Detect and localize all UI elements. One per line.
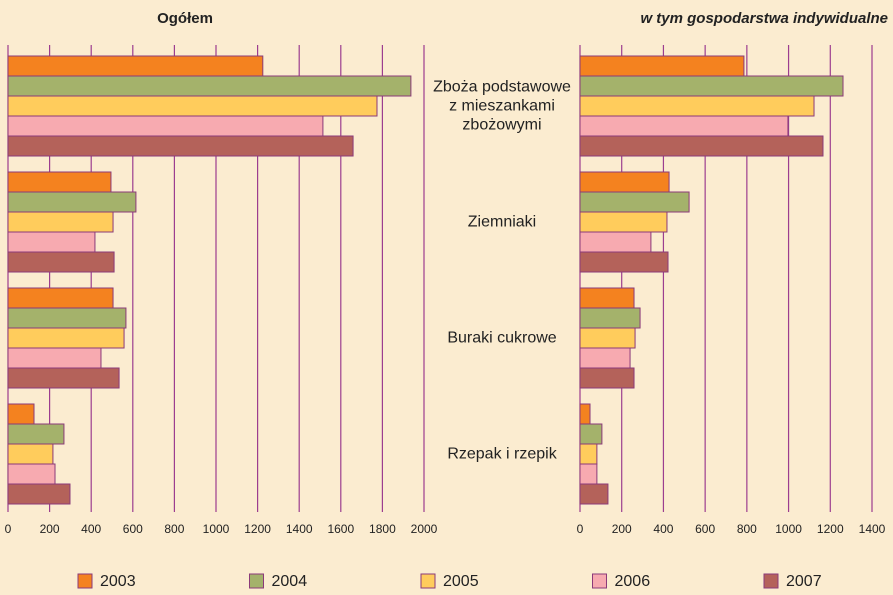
bar [7, 95, 378, 117]
bar [579, 115, 789, 137]
legend-swatch [763, 573, 779, 589]
bar [579, 251, 669, 273]
bar [7, 423, 65, 445]
legend-swatch [249, 573, 264, 589]
bar [579, 443, 598, 465]
bar [7, 211, 114, 233]
category-label: Rzepak i rzepik [447, 445, 557, 463]
bar [579, 423, 603, 445]
category-label: Zboża podstawowe z mieszankami zbożowymi [433, 78, 571, 134]
x-tick-label: 2000 [411, 522, 438, 536]
legend-swatch [420, 573, 436, 589]
bar [7, 75, 412, 97]
x-tick-label: 1200 [244, 522, 271, 536]
x-tick-label: 200 [40, 522, 60, 536]
bar [579, 327, 636, 349]
bar [579, 135, 824, 157]
bar [579, 483, 609, 505]
legend-swatch [592, 573, 607, 589]
bar [7, 443, 54, 465]
bar [7, 327, 125, 349]
bar [7, 367, 120, 389]
x-tick-label: 800 [737, 522, 757, 536]
chart-title: w tym gospodarstwa indywidualne [640, 10, 888, 27]
bar [579, 463, 598, 485]
legend-label: 2005 [443, 573, 479, 590]
x-tick-label: 1800 [369, 522, 396, 536]
bar [7, 135, 354, 157]
x-tick-label: 1400 [286, 522, 313, 536]
legend-label: 2007 [786, 573, 822, 590]
bar [579, 287, 635, 309]
bar [7, 403, 35, 425]
legend-swatch [77, 573, 93, 589]
chart-title: Ogółem [157, 10, 213, 27]
x-tick-label: 200 [612, 522, 632, 536]
bar [7, 191, 137, 213]
bar [7, 171, 112, 193]
x-tick-label: 1000 [775, 522, 802, 536]
bar [579, 347, 631, 369]
x-tick-label: 1000 [203, 522, 230, 536]
bar [579, 367, 635, 389]
bar [579, 191, 690, 213]
bar [579, 171, 670, 193]
x-tick-label: 800 [164, 522, 184, 536]
x-tick-label: 0 [577, 522, 584, 536]
bar [579, 75, 844, 97]
legend-label: 2003 [100, 573, 136, 590]
bar [579, 231, 652, 253]
bar [579, 403, 591, 425]
bar [7, 287, 114, 309]
x-tick-label: 600 [123, 522, 143, 536]
bar [7, 231, 96, 253]
bar [579, 307, 641, 329]
bar [7, 347, 102, 369]
bar [7, 251, 115, 273]
bar [579, 211, 668, 233]
category-label: Ziemniaki [467, 213, 537, 231]
x-tick-label: 400 [653, 522, 673, 536]
category-label: Buraki cukrowe [447, 329, 557, 347]
x-tick-label: 600 [695, 522, 715, 536]
x-tick-label: 1600 [327, 522, 354, 536]
bar [7, 463, 56, 485]
bar [7, 115, 324, 137]
x-tick-label: 400 [81, 522, 101, 536]
legend-label: 2006 [615, 573, 651, 590]
bar [579, 95, 815, 117]
x-tick-label: 1200 [817, 522, 844, 536]
legend-label: 2004 [272, 573, 308, 590]
x-tick-label: 0 [5, 522, 12, 536]
x-tick-label: 1400 [859, 522, 886, 536]
bar [7, 307, 127, 329]
bar [579, 55, 745, 77]
bar [7, 55, 264, 77]
bar [7, 483, 71, 505]
